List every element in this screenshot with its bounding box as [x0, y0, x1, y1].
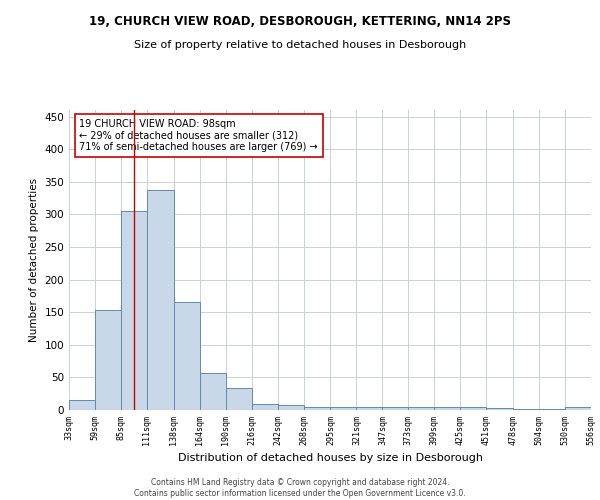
Bar: [200, 373, 226, 410]
Text: Size of property relative to detached houses in Desborough: Size of property relative to detached ho…: [134, 40, 466, 50]
Bar: [434, 406, 460, 410]
Bar: [147, 190, 174, 410]
Text: Contains HM Land Registry data © Crown copyright and database right 2024.
Contai: Contains HM Land Registry data © Crown c…: [134, 478, 466, 498]
Bar: [95, 310, 121, 410]
Bar: [121, 211, 147, 410]
Bar: [565, 408, 591, 410]
Bar: [251, 404, 278, 410]
Bar: [486, 408, 513, 410]
Text: 19, CHURCH VIEW ROAD, DESBOROUGH, KETTERING, NN14 2PS: 19, CHURCH VIEW ROAD, DESBOROUGH, KETTER…: [89, 15, 511, 28]
Bar: [69, 400, 95, 410]
Bar: [460, 406, 486, 410]
Y-axis label: Number of detached properties: Number of detached properties: [29, 178, 39, 342]
Bar: [382, 406, 409, 410]
Bar: [356, 406, 382, 410]
Bar: [409, 406, 434, 410]
X-axis label: Distribution of detached houses by size in Desborough: Distribution of detached houses by size …: [178, 453, 482, 463]
Bar: [304, 406, 331, 410]
Text: 19 CHURCH VIEW ROAD: 98sqm
← 29% of detached houses are smaller (312)
71% of sem: 19 CHURCH VIEW ROAD: 98sqm ← 29% of deta…: [79, 119, 318, 152]
Bar: [331, 408, 356, 410]
Bar: [174, 302, 200, 410]
Bar: [278, 406, 304, 410]
Bar: [226, 388, 251, 410]
